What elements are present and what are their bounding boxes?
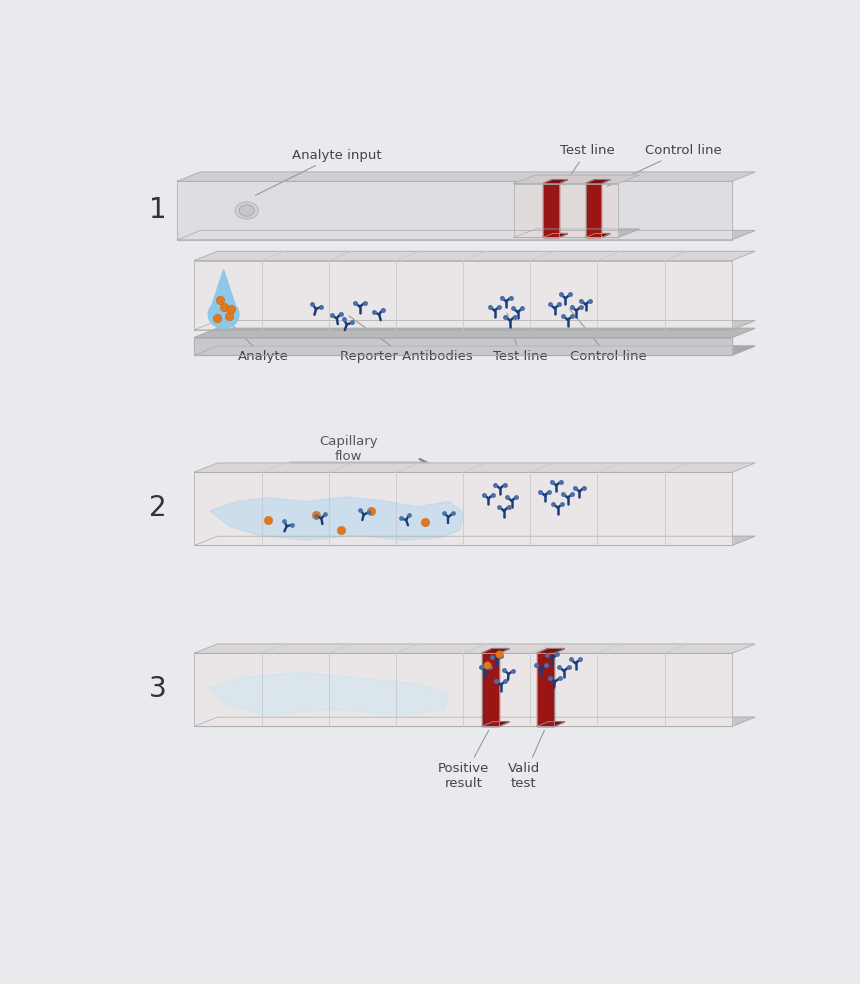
Text: Control line: Control line (569, 309, 647, 363)
Ellipse shape (235, 202, 258, 219)
Polygon shape (586, 233, 610, 237)
Polygon shape (210, 672, 448, 714)
Polygon shape (194, 346, 755, 355)
Ellipse shape (208, 300, 239, 329)
Polygon shape (544, 233, 568, 237)
Polygon shape (544, 180, 568, 184)
Polygon shape (177, 181, 732, 240)
Polygon shape (194, 644, 755, 653)
Text: 2: 2 (149, 495, 166, 523)
Polygon shape (194, 338, 732, 355)
Polygon shape (177, 172, 755, 181)
Polygon shape (482, 653, 499, 726)
Text: Analyte input: Analyte input (255, 149, 382, 196)
Polygon shape (194, 251, 755, 261)
Polygon shape (194, 653, 732, 726)
Text: 3: 3 (149, 675, 166, 704)
Polygon shape (537, 653, 554, 726)
Polygon shape (194, 717, 755, 726)
Text: Analyte: Analyte (225, 319, 289, 363)
Polygon shape (212, 270, 236, 305)
Polygon shape (177, 230, 755, 240)
Polygon shape (514, 175, 639, 184)
Polygon shape (194, 472, 732, 545)
Polygon shape (210, 497, 464, 540)
Text: Control line: Control line (607, 144, 722, 186)
Polygon shape (514, 184, 617, 237)
Polygon shape (482, 648, 509, 653)
Polygon shape (194, 261, 732, 330)
Text: Test line: Test line (560, 144, 614, 185)
Polygon shape (194, 321, 755, 330)
Polygon shape (586, 180, 610, 184)
Text: Reporter Antibodies: Reporter Antibodies (340, 316, 472, 363)
Polygon shape (194, 463, 755, 472)
Polygon shape (586, 184, 601, 237)
Polygon shape (194, 329, 755, 338)
Text: Capillary
flow: Capillary flow (319, 435, 378, 463)
Text: 1: 1 (149, 197, 166, 224)
Text: Test line: Test line (493, 313, 548, 363)
Polygon shape (194, 536, 755, 545)
Ellipse shape (239, 205, 255, 216)
Polygon shape (514, 229, 639, 237)
Polygon shape (537, 648, 565, 653)
Polygon shape (537, 721, 565, 726)
Text: Valid
test: Valid test (507, 730, 544, 790)
Text: Positive
result: Positive result (438, 730, 489, 790)
Polygon shape (544, 184, 558, 237)
Polygon shape (482, 721, 509, 726)
